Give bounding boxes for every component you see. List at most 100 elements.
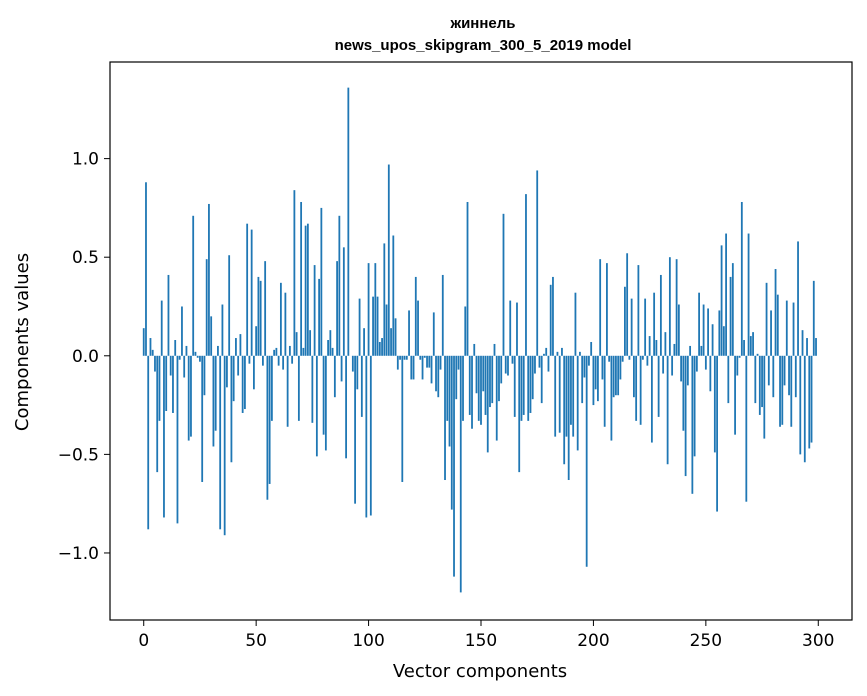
bar-292: [799, 355, 802, 455]
bar-98: [363, 328, 365, 356]
bar-51: [257, 276, 260, 356]
bar-62: [282, 355, 285, 370]
x-tick-label: 300: [802, 631, 834, 651]
bar-5: [154, 355, 156, 372]
bars-group: [142, 87, 817, 593]
bar-86: [336, 261, 338, 356]
bar-149: [477, 355, 480, 421]
bar-227: [653, 292, 656, 356]
bar-137: [450, 355, 453, 510]
bar-253: [711, 324, 714, 356]
bar-174: [534, 355, 536, 374]
bar-80: [322, 355, 325, 435]
bar-232: [664, 332, 667, 356]
bar-166: [516, 302, 518, 356]
bar-28: [205, 259, 208, 356]
bar-64: [286, 355, 289, 427]
bar-17: [181, 306, 183, 356]
bar-262: [731, 263, 734, 356]
bar-139: [455, 355, 458, 400]
bar-270: [749, 336, 752, 356]
bar-58: [273, 349, 276, 356]
bar-109: [387, 164, 390, 356]
bar-65: [288, 345, 291, 356]
bar-276: [763, 355, 766, 439]
bar-249: [702, 304, 705, 356]
bar-39: [230, 355, 233, 463]
bar-225: [648, 336, 651, 356]
bar-16: [178, 355, 181, 360]
bar-170: [525, 194, 527, 356]
bar-243: [689, 345, 692, 356]
bar-147: [473, 343, 476, 356]
bar-185: [558, 355, 561, 433]
y-tick-label: 1.0: [72, 150, 99, 170]
bar-56: [268, 355, 271, 484]
bar-15: [176, 355, 179, 524]
bar-42: [237, 355, 240, 376]
bar-245: [693, 355, 696, 457]
bar-165: [513, 355, 516, 417]
bar-267: [743, 340, 745, 356]
bar-61: [279, 282, 282, 356]
bar-211: [617, 355, 620, 396]
bar-293: [801, 330, 804, 356]
bar-32: [214, 355, 217, 431]
bar-129: [432, 312, 435, 356]
bar-124: [421, 355, 424, 380]
bar-206: [606, 263, 608, 356]
bar-279: [770, 310, 772, 356]
bar-209: [612, 355, 615, 398]
bar-125: [423, 355, 426, 358]
bar-289: [792, 302, 795, 356]
bar-186: [561, 347, 563, 356]
bar-141: [459, 355, 462, 593]
bar-299: [815, 338, 817, 356]
bar-192: [574, 292, 577, 356]
bar-84: [331, 347, 334, 356]
bar-175: [536, 170, 539, 356]
bar-44: [241, 355, 244, 413]
bar-251: [707, 308, 709, 356]
bar-260: [727, 355, 730, 404]
bar-191: [572, 355, 575, 437]
bar-131: [437, 355, 440, 398]
bar-168: [520, 355, 523, 421]
bar-132: [439, 355, 442, 370]
bar-284: [781, 355, 784, 425]
bar-2: [147, 355, 150, 530]
bar-215: [626, 253, 629, 356]
bar-114: [399, 355, 401, 360]
bar-196: [583, 355, 586, 378]
bar-152: [484, 355, 487, 415]
bar-218: [633, 355, 635, 398]
bar-46: [246, 223, 249, 356]
bar-157: [495, 355, 498, 441]
bar-67: [293, 190, 296, 356]
y-tick-label: −1.0: [58, 544, 99, 564]
bar-29: [208, 203, 210, 356]
bar-128: [430, 355, 433, 384]
bar-70: [300, 201, 303, 356]
bar-0: [142, 328, 145, 356]
chart-title-line-1: жиннель: [449, 15, 515, 32]
bar-57: [270, 355, 273, 421]
bar-208: [610, 355, 613, 441]
bar-242: [686, 355, 689, 386]
bar-205: [603, 355, 606, 427]
bar-55: [266, 355, 269, 500]
bar-148: [475, 355, 478, 394]
bar-113: [396, 355, 399, 370]
bar-159: [500, 355, 503, 384]
bar-26: [201, 355, 204, 482]
bar-213: [621, 355, 624, 362]
bar-286: [785, 300, 788, 356]
bar-77: [315, 355, 318, 457]
bar-143: [464, 306, 467, 356]
bar-273: [756, 353, 759, 356]
bar-74: [309, 330, 312, 356]
bar-236: [673, 343, 676, 356]
bar-121: [414, 276, 417, 356]
x-axis-label: Vector components: [393, 661, 567, 682]
